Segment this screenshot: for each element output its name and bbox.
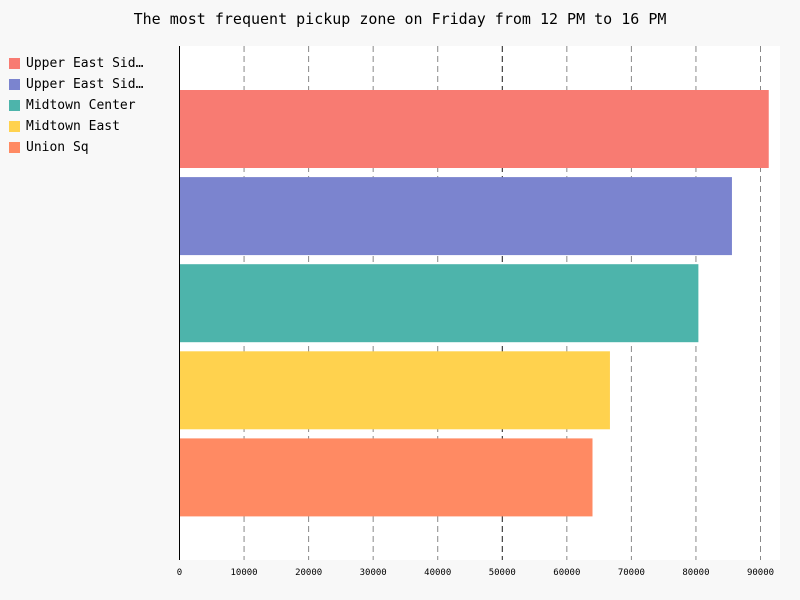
legend-item[interactable]: Midtown East: [9, 116, 143, 137]
legend-swatch: [9, 142, 20, 153]
x-tick-label: 80000: [682, 568, 709, 578]
x-tick-label: 10000: [231, 568, 258, 578]
chart-title: The most frequent pickup zone on Friday …: [133, 10, 667, 28]
bar: [179, 177, 732, 256]
x-tick-label: 40000: [424, 568, 451, 578]
bar: [179, 264, 699, 343]
legend-swatch: [9, 79, 20, 90]
x-tick-label: 50000: [489, 568, 516, 578]
bar: [179, 351, 610, 430]
legend-swatch: [9, 121, 20, 132]
x-tick-label: 90000: [747, 568, 774, 578]
x-tick-label: 30000: [360, 568, 387, 578]
legend-item[interactable]: Midtown Center: [9, 95, 143, 116]
legend-item[interactable]: Upper East Sid…: [9, 53, 143, 74]
legend-label: Upper East Sid…: [26, 56, 144, 71]
legend-label: Upper East Sid…: [26, 77, 144, 92]
legend-label: Union Sq: [26, 140, 89, 155]
bar: [179, 90, 769, 168]
bar: [179, 438, 593, 517]
legend-label: Midtown Center: [26, 98, 136, 113]
legend-item[interactable]: Union Sq: [9, 137, 143, 158]
legend-item[interactable]: Upper East Sid…: [9, 74, 143, 95]
x-tick-label: 20000: [295, 568, 322, 578]
x-tick-label: 60000: [553, 568, 580, 578]
legend: Upper East Sid… Upper East Sid… Midtown Ce…: [9, 53, 143, 158]
legend-label: Midtown East: [26, 119, 120, 134]
legend-swatch: [9, 58, 20, 69]
legend-swatch: [9, 100, 20, 111]
x-tick-label: 0: [177, 568, 182, 578]
x-tick-label: 70000: [618, 568, 645, 578]
